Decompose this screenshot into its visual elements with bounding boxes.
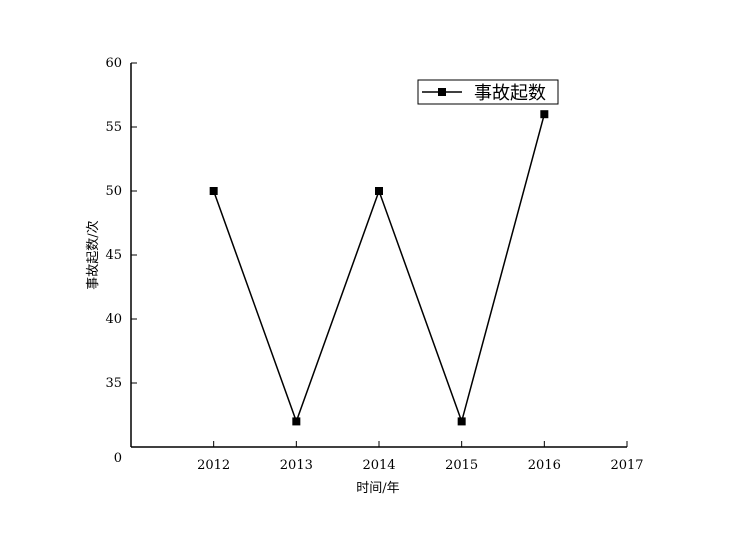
x-tick-label: 2015 — [445, 458, 478, 473]
x-tick-label: 2012 — [197, 458, 230, 473]
x-tick-label: 2014 — [362, 458, 395, 473]
legend-label: 事故起数 — [474, 83, 546, 104]
data-point — [457, 417, 466, 426]
axes — [130, 63, 627, 448]
x-axis-title: 时间/年 — [356, 481, 399, 496]
data-point — [375, 187, 383, 195]
y-origin-label: 0 — [114, 451, 122, 466]
x-tick-label: 2013 — [280, 458, 313, 473]
y-tick-label: 50 — [105, 184, 122, 199]
ticks: 35 40 45 50 55 60 0 2012 2013 2014 2015 2016 2017 — [105, 56, 643, 473]
legend-marker — [438, 88, 446, 96]
series — [209, 110, 549, 426]
y-tick-label: 45 — [105, 248, 122, 263]
y-tick-label: 35 — [105, 376, 122, 391]
series-line — [212, 114, 546, 424]
legend: 事故起数 — [417, 79, 559, 105]
y-axis-title: 事故起数/次 — [85, 220, 101, 289]
data-point — [209, 187, 218, 195]
x-tick-label: 2016 — [528, 458, 561, 473]
data-point — [540, 110, 549, 119]
data-point — [292, 417, 301, 426]
y-tick-label: 55 — [105, 120, 122, 135]
x-tick-label: 2017 — [610, 458, 643, 473]
y-tick-label: 60 — [105, 56, 122, 71]
y-tick-label: 40 — [105, 312, 122, 327]
